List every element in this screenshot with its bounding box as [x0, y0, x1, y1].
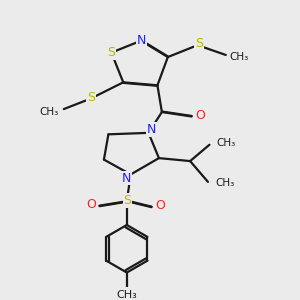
Text: N: N [147, 123, 156, 136]
Text: S: S [123, 194, 131, 207]
Text: N: N [136, 34, 146, 47]
Text: CH₃: CH₃ [230, 52, 249, 62]
Text: O: O [86, 198, 96, 211]
Text: N: N [122, 172, 131, 184]
Text: CH₃: CH₃ [39, 107, 58, 117]
Text: S: S [195, 37, 203, 50]
Text: S: S [107, 46, 116, 59]
Text: CH₃: CH₃ [116, 290, 137, 300]
Text: CH₃: CH₃ [215, 178, 235, 188]
Text: O: O [155, 199, 165, 212]
Text: O: O [196, 109, 206, 122]
Text: S: S [87, 91, 95, 104]
Text: CH₃: CH₃ [217, 138, 236, 148]
